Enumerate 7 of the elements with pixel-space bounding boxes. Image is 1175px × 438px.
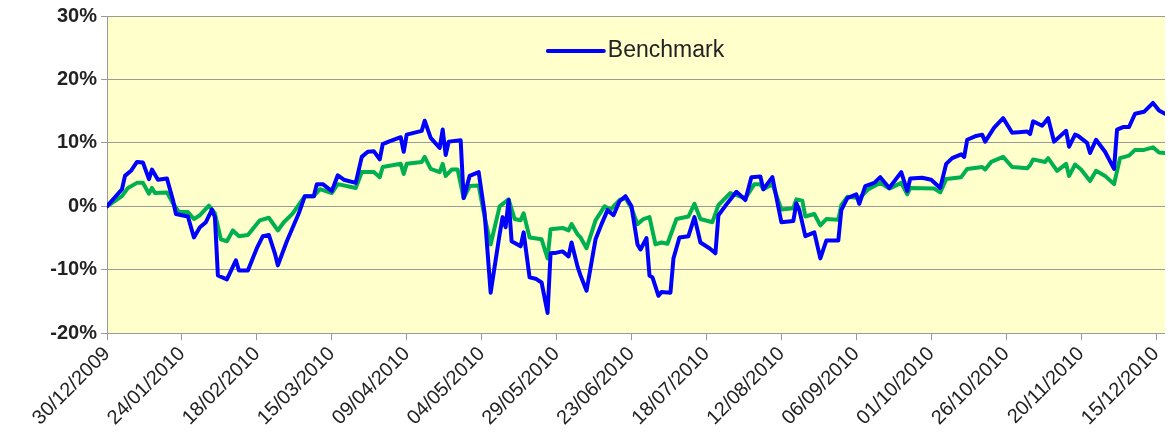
y-tick-label: 0% — [68, 193, 98, 216]
y-tick-label: 10% — [56, 130, 98, 153]
y-tick-label: -10% — [50, 257, 98, 280]
y-tick-label: 30% — [56, 3, 98, 26]
legend-label: Benchmark — [607, 36, 725, 63]
y-tick-label: -20% — [50, 320, 98, 343]
y-tick-label: 20% — [56, 66, 98, 89]
